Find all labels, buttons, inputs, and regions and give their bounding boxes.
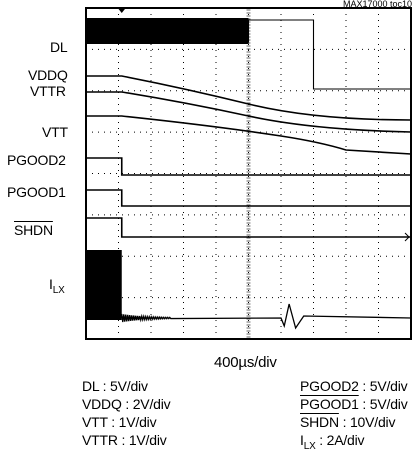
trace-vtt	[86, 115, 412, 155]
scale-pgood1: PGOOD1 : 5V/div	[300, 397, 408, 412]
label-dl: DL	[50, 39, 68, 55]
label-shdn: SHDN	[14, 222, 53, 238]
trace-pgood2	[86, 157, 411, 176]
scale-dl: DL : 5V/div	[82, 378, 148, 394]
trace-ilx-burst	[86, 250, 122, 320]
shdn-end-marker	[404, 232, 410, 242]
trace-vddq	[86, 75, 412, 121]
label-pgood1: PGOOD1	[7, 184, 66, 200]
scale-pgood1-rest: : 5V/div	[358, 396, 408, 412]
trace-ilx	[121, 303, 412, 330]
scale-vttr: VTTR : 1V/div	[82, 432, 167, 448]
scale-pgood2: PGOOD2 : 5V/div	[300, 378, 408, 394]
scale-vtt: VTT : 1V/div	[82, 414, 157, 430]
label-vddq: VDDQ	[28, 67, 68, 83]
label-vtt: VTT	[42, 124, 68, 140]
trace-pgood1	[86, 189, 411, 207]
scale-vddq: VDDQ : 2V/div	[82, 396, 171, 412]
scale-ilx-sub: LX	[303, 440, 316, 452]
scale-shdn-rest: : 10V/div	[338, 414, 396, 430]
scale-pgood1-name: PGOOD1	[300, 396, 359, 412]
trace-dl-fill	[86, 18, 249, 44]
label-ilx: ILX	[49, 277, 65, 298]
traces	[85, 8, 412, 330]
time-axis-label: 400µs/div	[214, 354, 277, 371]
scale-ilx-rest: : 2A/div	[315, 432, 365, 448]
label-ilx-main: I	[49, 276, 53, 292]
scale-ilx: ILX : 2A/div	[300, 432, 365, 454]
scale-shdn: SHDN : 10V/div	[300, 415, 395, 430]
label-pgood2: PGOOD2	[7, 152, 66, 168]
trace-shdn	[86, 217, 411, 238]
label-vttr: VTTR	[30, 83, 66, 99]
label-ilx-sub: LX	[52, 284, 65, 296]
scale-shdn-name: SHDN	[300, 414, 339, 430]
figure-id: MAX17000 toc10	[342, 0, 412, 9]
scale-ilx-main: I	[300, 432, 304, 448]
trace-vttr	[86, 91, 412, 133]
trigger-marker	[117, 8, 126, 13]
grid	[86, 8, 411, 339]
